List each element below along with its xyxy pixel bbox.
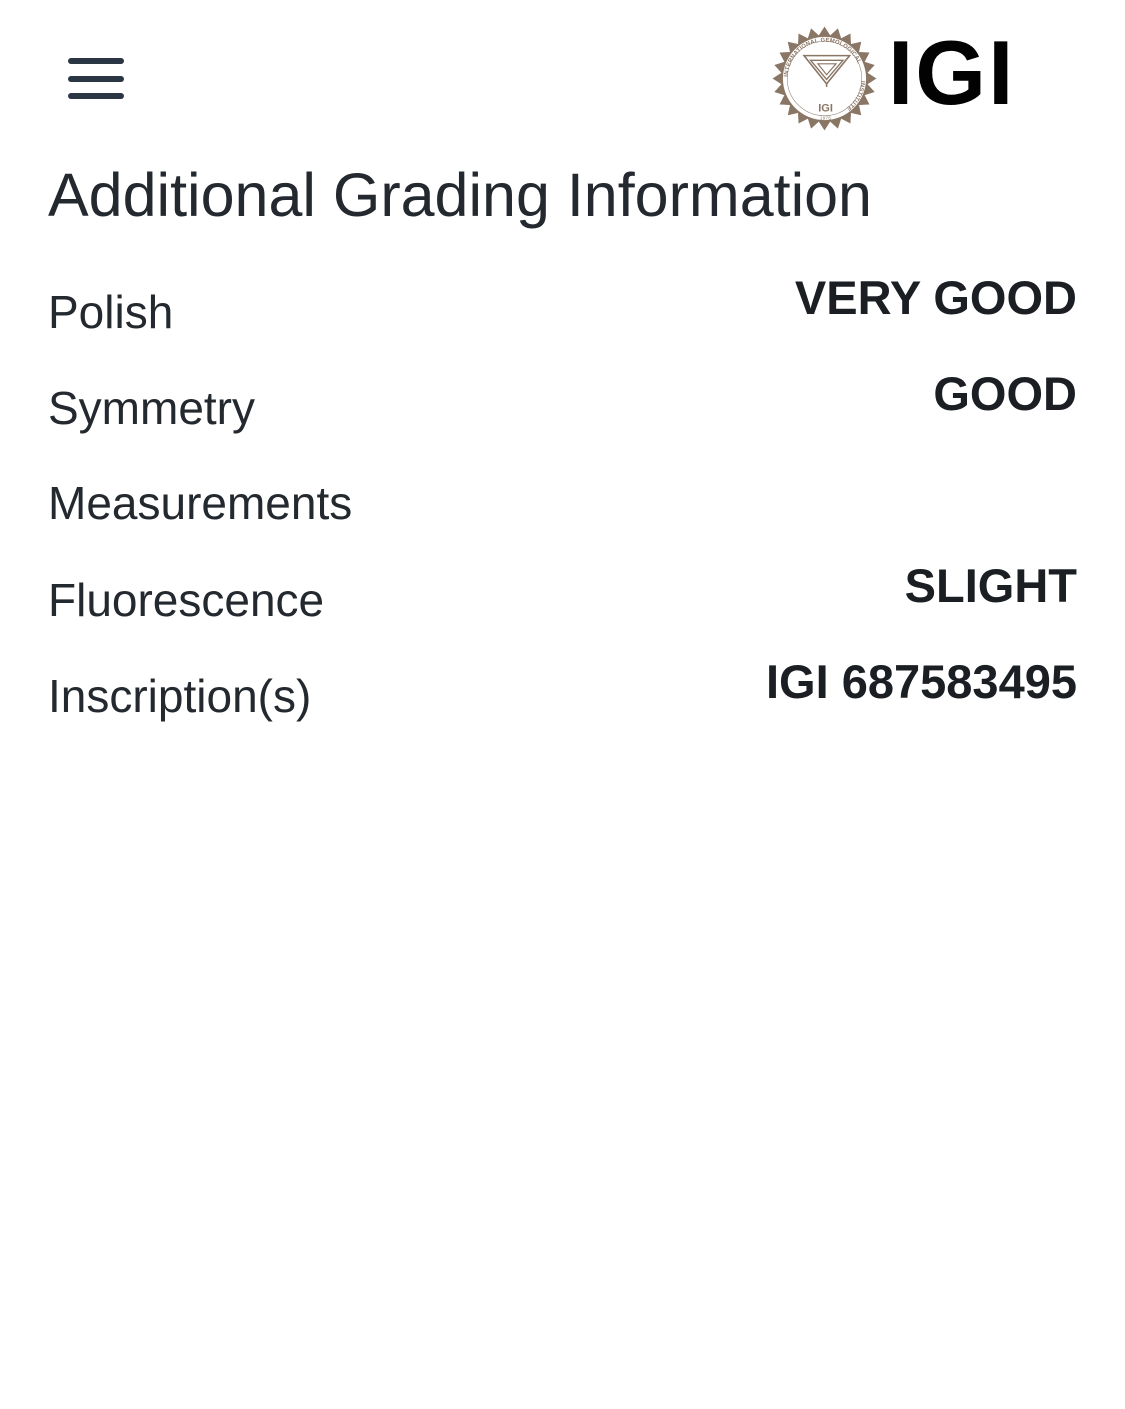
svg-text:IGI: IGI — [818, 103, 833, 115]
svg-text:1975: 1975 — [820, 115, 831, 120]
